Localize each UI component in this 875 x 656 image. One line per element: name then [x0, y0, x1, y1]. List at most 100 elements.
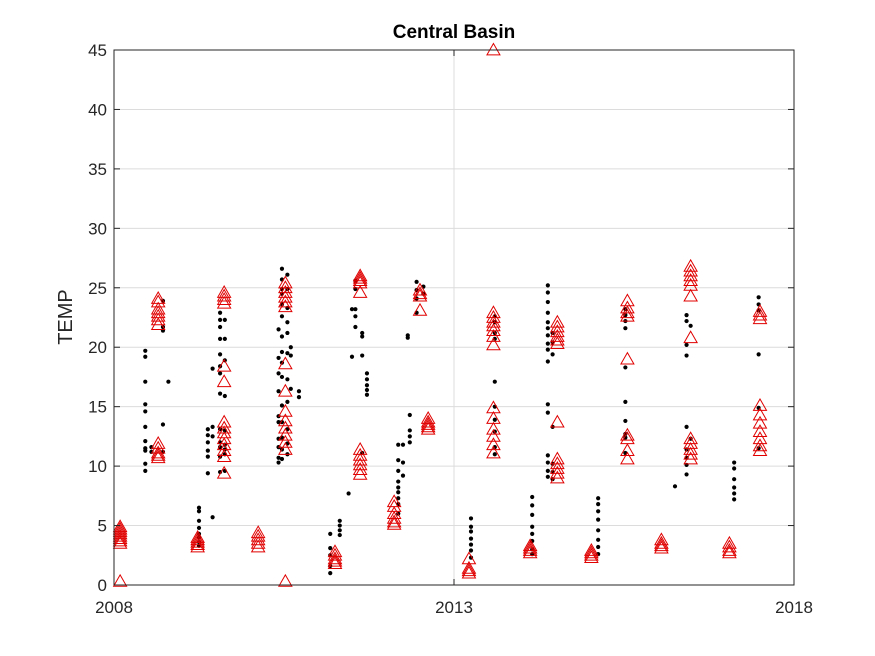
triangle-point	[190, 534, 206, 548]
triangle-point	[461, 563, 477, 577]
x-tick-label: 2008	[95, 598, 133, 617]
triangle-point	[654, 540, 669, 554]
dot-point	[210, 424, 215, 429]
triangle-point	[620, 443, 635, 457]
dot-point	[596, 537, 601, 542]
x-tick-label: 2018	[775, 598, 813, 617]
dot-point	[405, 333, 410, 338]
triangle-point	[549, 329, 565, 342]
triangle-point	[216, 449, 232, 462]
triangle-point	[420, 419, 436, 433]
axis-ticks: 0 5 10 15 20 25 30 35 40 45 2008 2013 2018	[88, 41, 813, 617]
dot-point	[623, 399, 628, 405]
dot-point	[143, 461, 148, 466]
triangle-point	[549, 465, 565, 479]
dot-point	[276, 420, 281, 425]
triangle-point	[549, 319, 565, 333]
dot-point	[396, 490, 401, 495]
dot-point	[756, 352, 761, 357]
triangle-point	[386, 510, 402, 524]
triangle-point	[486, 421, 501, 435]
triangle-point	[654, 535, 669, 549]
triangle-point	[620, 351, 635, 365]
dot-point	[143, 448, 148, 453]
dot-point	[414, 279, 419, 284]
dot-point	[545, 310, 550, 315]
triangle-point	[549, 456, 565, 470]
triangle-point	[461, 560, 477, 574]
dot-point	[360, 334, 365, 339]
triangle-point	[277, 285, 293, 298]
dot-point	[328, 531, 333, 536]
dot-point	[545, 402, 550, 407]
triangle-point	[277, 427, 293, 441]
triangle-point	[250, 532, 266, 546]
triangle-point	[277, 299, 293, 313]
triangle-point	[277, 356, 293, 370]
triangle-point	[150, 450, 166, 464]
triangle-point	[461, 565, 477, 579]
triangle-point	[722, 543, 737, 556]
triangle-point	[420, 414, 436, 428]
triangle-point	[352, 457, 368, 471]
dot-point	[623, 418, 628, 424]
triangle-point	[352, 268, 368, 282]
triangle-point	[250, 539, 266, 553]
triangle-point	[549, 414, 565, 428]
dot-point	[530, 538, 535, 544]
dot-point	[492, 444, 497, 450]
triangle-point	[683, 330, 699, 344]
triangle-point	[277, 289, 293, 303]
triangle-point	[150, 312, 166, 326]
y-tick-label: 45	[88, 41, 107, 60]
dot-point	[360, 353, 365, 358]
dot-point	[196, 509, 202, 514]
dot-point	[276, 460, 281, 465]
dot-point	[196, 505, 202, 510]
triangle-point	[277, 403, 293, 417]
triangle-point	[486, 445, 501, 459]
triangle-point	[752, 415, 768, 429]
triangle-point	[752, 424, 768, 438]
triangle-point	[112, 533, 128, 547]
dot-point	[285, 330, 290, 336]
dot-point	[346, 491, 351, 496]
dot-point	[143, 402, 148, 407]
dot-point	[217, 352, 223, 357]
dot-point	[166, 379, 171, 384]
triangle-point	[549, 470, 565, 484]
triangle-point	[112, 535, 128, 549]
dot-point	[684, 318, 689, 324]
triangle-point	[620, 305, 635, 319]
dot-point	[288, 353, 293, 358]
triangle-point	[190, 537, 206, 550]
dot-point	[337, 528, 342, 533]
y-tick-label: 40	[88, 100, 107, 119]
dot-point	[337, 532, 342, 538]
triangle-point	[722, 539, 737, 553]
dot-point	[400, 473, 406, 478]
dot-point	[732, 477, 737, 482]
triangle-point	[216, 374, 232, 388]
dot-point	[468, 524, 474, 529]
dot-point	[288, 345, 293, 350]
y-tick-label: 20	[88, 338, 107, 357]
dot-point	[530, 531, 535, 536]
triangle-point	[752, 438, 768, 452]
dot-point	[276, 327, 281, 332]
triangle-point	[683, 263, 699, 277]
dot-point	[732, 491, 737, 496]
dot-point	[407, 428, 412, 433]
dot-point	[468, 529, 474, 534]
triangle-point	[277, 413, 293, 427]
triangle-point	[412, 286, 428, 300]
triangle-point	[352, 452, 368, 466]
y-tick-label: 30	[88, 219, 107, 238]
triangle-point	[486, 329, 501, 342]
dot-point	[279, 456, 285, 462]
dot-point	[353, 307, 358, 312]
dot-point	[732, 485, 737, 490]
y-tick-label: 5	[98, 517, 107, 536]
triangle-point	[683, 451, 699, 465]
dot-point	[396, 496, 401, 501]
